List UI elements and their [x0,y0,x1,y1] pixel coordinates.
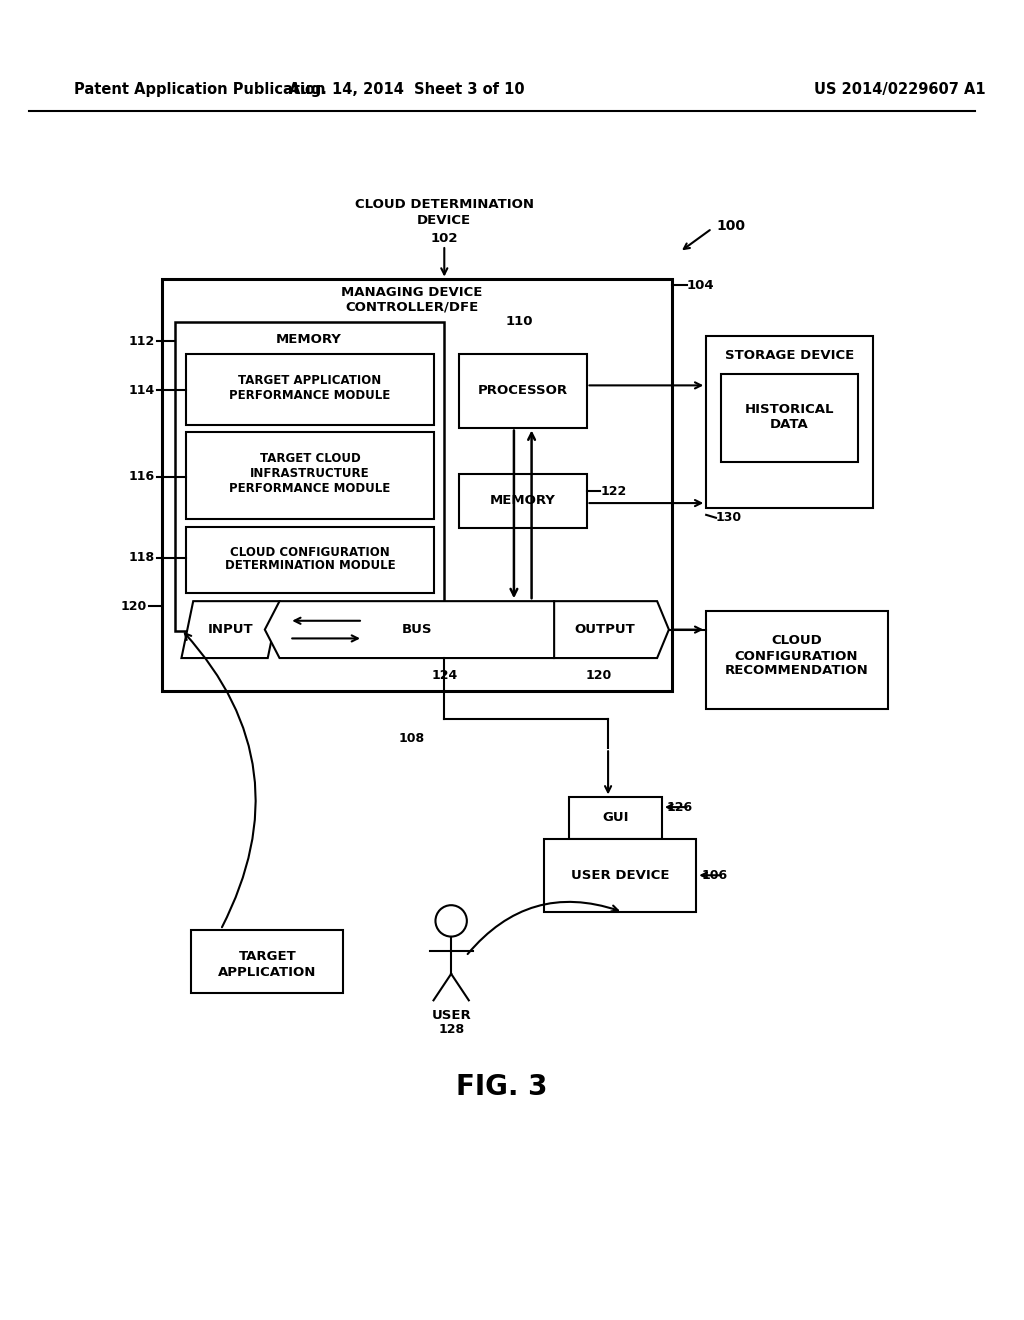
Text: MEMORY: MEMORY [276,333,342,346]
Bar [569,797,663,838]
Bar [186,433,433,519]
Text: BUS: BUS [401,623,432,636]
Text: 100: 100 [716,219,745,234]
Text: PERFORMANCE MODULE: PERFORMANCE MODULE [229,482,390,495]
Text: Aug. 14, 2014  Sheet 3 of 10: Aug. 14, 2014 Sheet 3 of 10 [289,82,525,96]
Text: 106: 106 [701,869,727,882]
Text: MEMORY: MEMORY [489,494,556,507]
Text: 130: 130 [716,511,742,524]
Bar [186,354,433,425]
Text: 114: 114 [129,384,155,397]
Text: FIG. 3: FIG. 3 [457,1073,548,1101]
Text: CONFIGURATION: CONFIGURATION [734,649,858,663]
Text: USER DEVICE: USER DEVICE [571,869,670,882]
Polygon shape [265,601,569,659]
Text: RECOMMENDATION: RECOMMENDATION [725,664,868,677]
Text: PERFORMANCE MODULE: PERFORMANCE MODULE [229,388,390,401]
Bar [459,354,587,428]
Text: STORAGE DEVICE: STORAGE DEVICE [725,350,854,363]
Text: 108: 108 [399,733,425,744]
Text: CLOUD CONFIGURATION: CLOUD CONFIGURATION [230,545,390,558]
Text: 120: 120 [121,599,147,612]
Text: GUI: GUI [602,812,629,825]
Bar [545,838,696,912]
Text: 118: 118 [129,552,155,565]
Text: CLOUD: CLOUD [771,634,822,647]
Text: US 2014/0229607 A1: US 2014/0229607 A1 [814,82,986,96]
Text: TARGET CLOUD: TARGET CLOUD [259,453,360,466]
Text: DATA: DATA [770,418,809,432]
Text: 124: 124 [431,669,458,682]
Text: INPUT: INPUT [208,623,253,636]
Text: Patent Application Publication: Patent Application Publication [74,82,325,96]
Text: HISTORICAL: HISTORICAL [744,404,835,416]
Bar [162,280,672,692]
Text: 122: 122 [600,484,627,498]
Text: PROCESSOR: PROCESSOR [477,384,568,397]
Bar [174,322,444,631]
Text: 110: 110 [505,315,532,329]
Text: TARGET APPLICATION: TARGET APPLICATION [239,374,382,387]
Text: TARGET: TARGET [239,950,296,964]
Bar [707,611,888,709]
Bar [191,929,343,994]
Bar [707,337,872,508]
Polygon shape [554,601,669,659]
Text: DETERMINATION MODULE: DETERMINATION MODULE [224,560,395,573]
Bar [721,374,858,462]
Text: 112: 112 [129,335,155,347]
Text: OUTPUT: OUTPUT [574,623,636,636]
Text: 128: 128 [438,1023,464,1036]
Polygon shape [181,601,280,659]
Text: MANAGING DEVICE: MANAGING DEVICE [341,285,482,298]
Text: INFRASTRUCTURE: INFRASTRUCTURE [250,467,370,480]
Text: APPLICATION: APPLICATION [218,966,316,979]
Text: 102: 102 [430,232,458,244]
Text: USER: USER [431,1008,471,1022]
Text: 126: 126 [667,801,693,813]
Bar [186,527,433,593]
Bar [459,474,587,528]
Text: 120: 120 [585,669,611,682]
Text: CLOUD DETERMINATION: CLOUD DETERMINATION [354,198,534,211]
Text: DEVICE: DEVICE [417,214,471,227]
Text: CONTROLLER/DFE: CONTROLLER/DFE [345,301,478,313]
Text: 104: 104 [686,279,714,292]
Text: 116: 116 [129,470,155,483]
